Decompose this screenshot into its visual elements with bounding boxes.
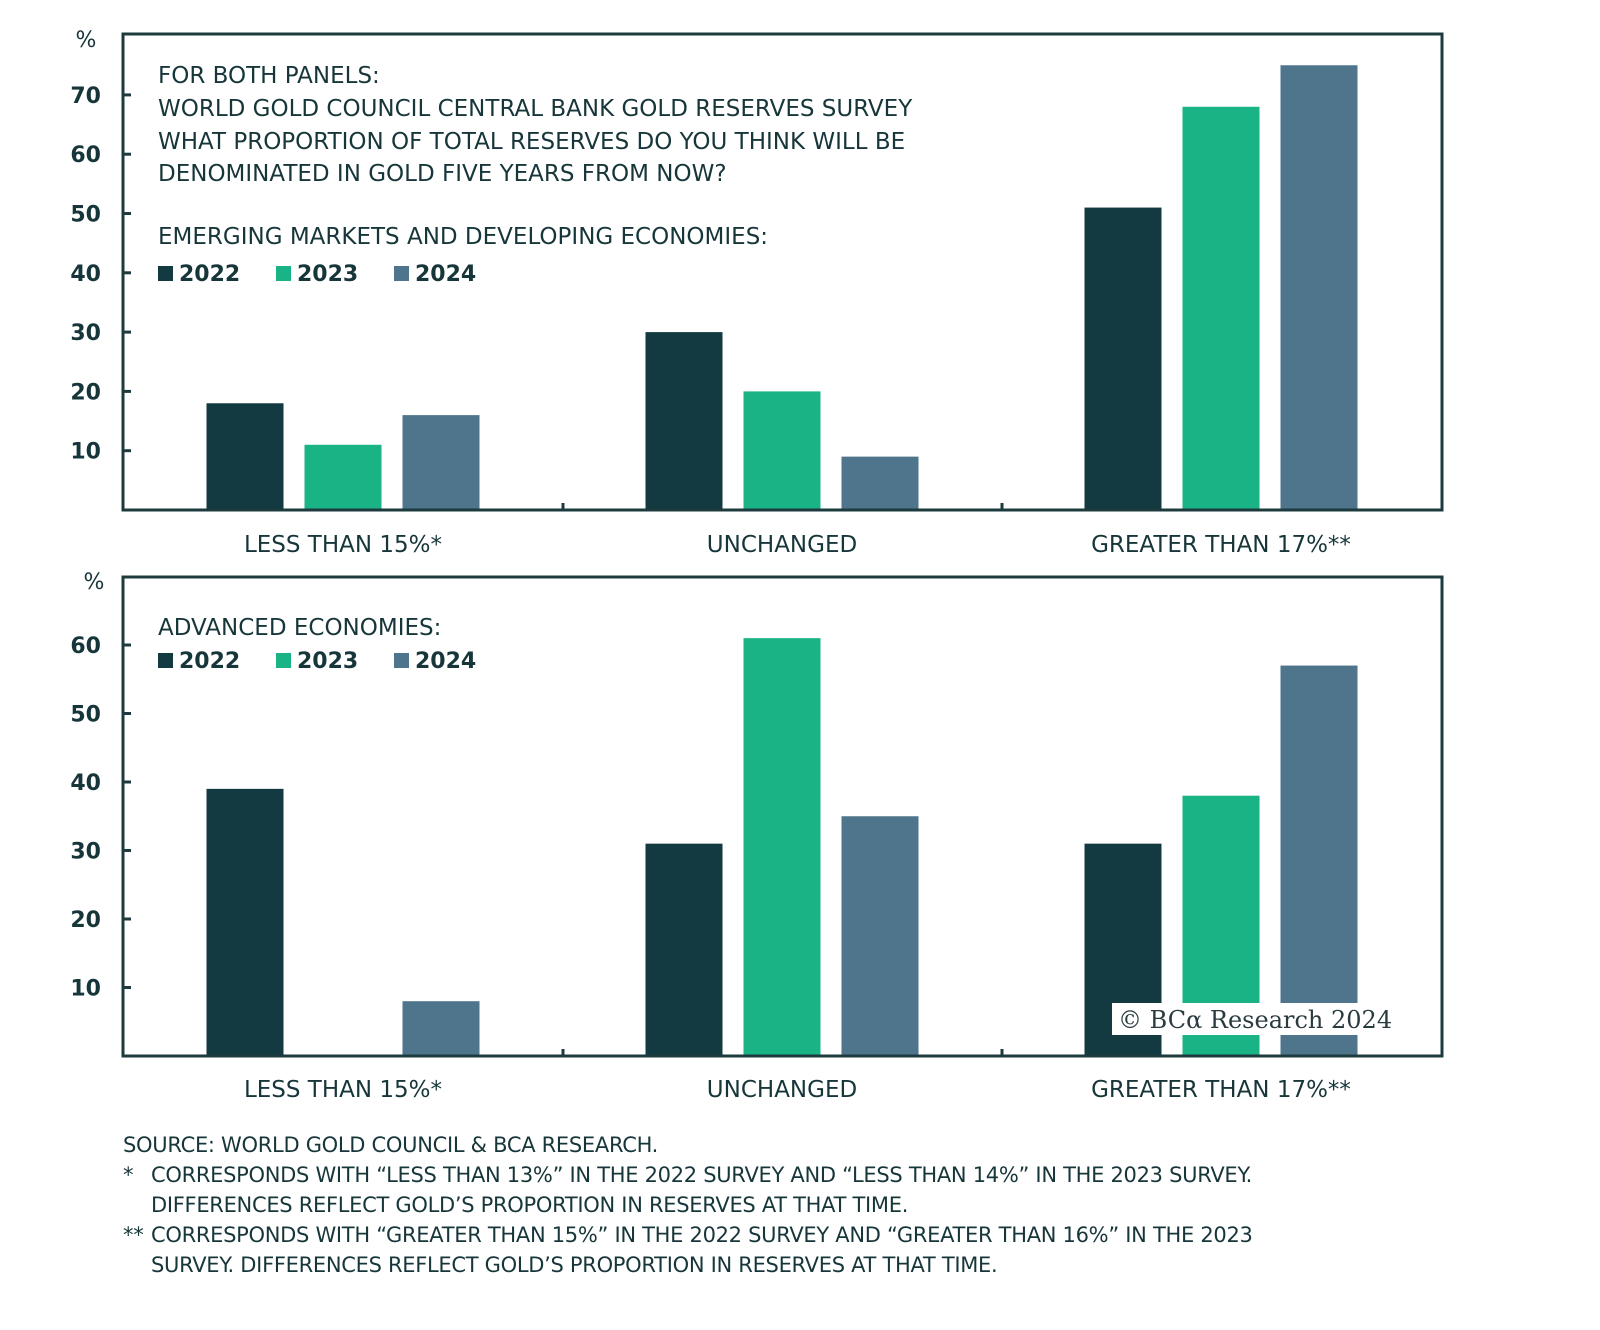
y-tick-label: 30 [70, 321, 101, 346]
legend-item-2024: 2024 [394, 262, 476, 287]
bar-2024-cat-1 [402, 415, 480, 510]
y-tick-label: 20 [70, 908, 101, 933]
legend-swatch [158, 266, 173, 281]
legend-label: 2024 [415, 649, 476, 674]
y-tick-label: 40 [70, 771, 101, 796]
panel-title: EMERGING MARKETS AND DEVELOPING ECONOMIE… [158, 224, 768, 250]
y-tick-label: 50 [70, 703, 101, 728]
watermark-text: © BCα Research 2024 [1118, 1006, 1392, 1034]
source-note: SOURCE: WORLD GOLD COUNCIL & BCA RESEARC… [123, 1133, 659, 1157]
legend-label: 2022 [179, 262, 240, 287]
y-tick-label: 20 [70, 380, 101, 405]
panel-1: 10 20 30 40 50 60 70% LESS THAN 15%* UNCHANGED GR… [70, 28, 1444, 558]
bar-2024-cat-2 [841, 816, 919, 1056]
header-line-1: FOR BOTH PANELS: [158, 63, 380, 89]
y-tick-label: 10 [70, 440, 101, 465]
plot-frame [121, 575, 1444, 1058]
bar-2023-cat-2 [743, 638, 821, 1056]
panel-title: ADVANCED ECONOMIES: [158, 615, 441, 641]
legend-label: 2023 [297, 262, 358, 287]
footnote-2-line-1: CORRESPONDS WITH “GREATER THAN 15%” IN T… [151, 1223, 1253, 1247]
bar-2022-cat-1 [206, 788, 284, 1056]
legend-item-2023: 2023 [276, 649, 358, 674]
y-tick-label: 30 [70, 840, 101, 865]
legend-label: 2022 [179, 649, 240, 674]
legend-item-2022: 2022 [158, 262, 240, 287]
category-label: GREATER THAN 17%** [1091, 1077, 1351, 1103]
legend-item-2024: 2024 [394, 649, 476, 674]
footnotes: SOURCE: WORLD GOLD COUNCIL & BCA RESEARC… [123, 1130, 1253, 1280]
y-tick-label: 50 [70, 203, 101, 228]
bar-2024-cat-3 [1280, 665, 1358, 1056]
bar-2022-cat-1 [206, 403, 284, 510]
chart-header: FOR BOTH PANELS: WORLD GOLD COUNCIL CENT… [158, 63, 913, 187]
bar-2023-cat-1 [304, 444, 382, 510]
bar-2022-cat-2 [645, 843, 723, 1056]
y-tick-label: 40 [70, 262, 101, 287]
legend-item-2023: 2023 [276, 262, 358, 287]
bar-2024-cat-1 [402, 1001, 480, 1056]
y-tick-label: 60 [70, 634, 101, 659]
legend-swatch [394, 653, 409, 668]
category-label: LESS THAN 15%* [244, 1077, 442, 1103]
footnote-2-mark: ** [123, 1223, 144, 1247]
y-tick-label: 70 [70, 84, 101, 109]
legend-swatch [276, 266, 291, 281]
header-line-4: DENOMINATED IN GOLD FIVE YEARS FROM NOW? [158, 161, 727, 187]
legend-label: 2023 [297, 649, 358, 674]
legend-item-2022: 2022 [158, 649, 240, 674]
y-tick-label: 10 [70, 977, 101, 1002]
legend-swatch [276, 653, 291, 668]
bar-2024-cat-3 [1280, 65, 1358, 510]
category-label: UNCHANGED [707, 1077, 857, 1103]
bar-2022-cat-3 [1084, 207, 1162, 510]
header-line-3: WHAT PROPORTION OF TOTAL RESERVES DO YOU… [158, 129, 905, 155]
footnote-1-line-2: DIFFERENCES REFLECT GOLD’S PROPORTION IN… [151, 1193, 909, 1217]
header-line-2: WORLD GOLD COUNCIL CENTRAL BANK GOLD RES… [158, 96, 913, 122]
footnote-1-line-1: CORRESPONDS WITH “LESS THAN 13%” IN THE … [151, 1163, 1253, 1187]
category-label: UNCHANGED [707, 532, 857, 558]
bar-2024-cat-2 [841, 456, 919, 510]
bar-2022-cat-2 [645, 332, 723, 510]
footnote-1-mark: * [123, 1163, 134, 1187]
category-label: LESS THAN 15%* [244, 532, 442, 558]
legend-swatch [394, 266, 409, 281]
y-axis-unit: % [84, 570, 105, 595]
y-tick-label: 60 [70, 143, 101, 168]
bar-2023-cat-3 [1182, 106, 1260, 510]
panel-2: 10 20 30 40 50 60% LESS THAN 15%* UNCHANGED GREA… [70, 570, 1444, 1103]
legend-label: 2024 [415, 262, 476, 287]
category-label: GREATER THAN 17%** [1091, 532, 1351, 558]
legend-swatch [158, 653, 173, 668]
y-axis-unit: % [76, 28, 97, 53]
bar-2023-cat-2 [743, 391, 821, 510]
footnote-2-line-2: SURVEY. DIFFERENCES REFLECT GOLD’S PROPO… [151, 1253, 998, 1277]
watermark: © BCα Research 2024 [1112, 1003, 1404, 1035]
